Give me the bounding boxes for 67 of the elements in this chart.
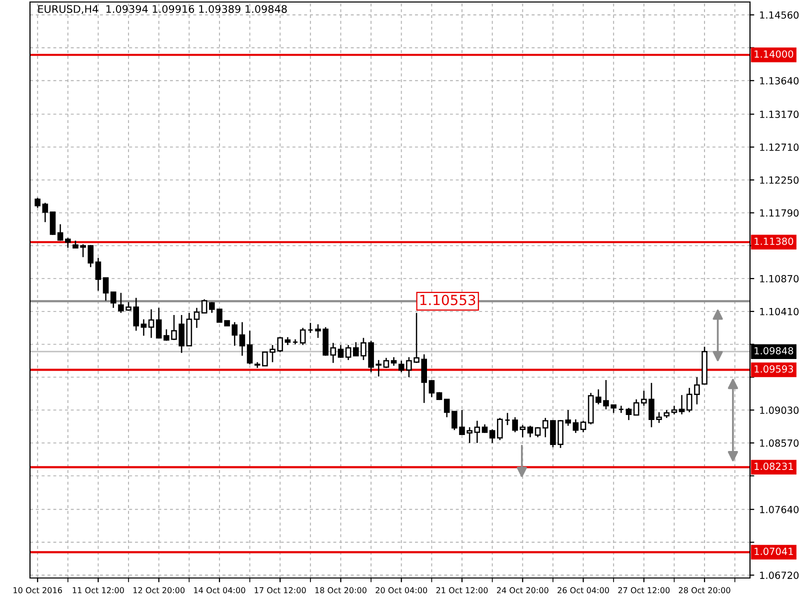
- candlestick: [580, 420, 586, 433]
- candlestick: [504, 412, 510, 426]
- x-tick-label: 24 Oct 20:00: [496, 587, 548, 594]
- candlestick: [345, 344, 352, 361]
- y-tick-label: 1.06720: [760, 572, 799, 579]
- x-tick-label: 20 Oct 04:00: [376, 587, 428, 594]
- ref-line-label: 1.07041: [754, 548, 793, 556]
- candlestick: [678, 394, 685, 415]
- y-tick-label: 1.10410: [760, 308, 799, 316]
- x-tick-label: 27 Oct 12:00: [618, 587, 670, 594]
- y-tick-label: 1.12710: [760, 144, 799, 151]
- candlestick: [102, 277, 109, 302]
- chart-title: EURUSD,H4 1.09394 1.09916 1.09389 1.09848: [38, 5, 287, 14]
- x-tick-label: 18 Oct 20:00: [315, 587, 366, 594]
- y-tick-label: 1.08570: [760, 439, 799, 447]
- candlestick: [156, 307, 162, 339]
- candlestick: [64, 237, 71, 248]
- candlestick: [42, 202, 48, 223]
- x-tick-label: 10 Oct 2016: [14, 587, 62, 594]
- candlestick: [572, 418, 579, 434]
- x-tick-label: 11 Oct 12:00: [72, 587, 124, 594]
- candlestick: [239, 322, 246, 356]
- candlestick: [633, 398, 640, 416]
- x-tick-label: 17 Oct 12:00: [254, 587, 306, 594]
- ref-line-label: 1.14000: [754, 50, 794, 58]
- ref-line-label: 1.09593: [754, 365, 794, 373]
- y-tick-label: 1.11790: [760, 209, 799, 217]
- candlestick: [534, 426, 541, 438]
- candlestick: [95, 257, 102, 292]
- candlestick: [618, 405, 624, 414]
- y-tick-label: 1.14560: [760, 11, 799, 19]
- ref-line-label: 1.09848: [754, 347, 794, 354]
- x-tick-label: 14 Oct 04:00: [194, 587, 246, 594]
- candlestick: [527, 425, 534, 438]
- ref-line-label: 1.08231: [754, 462, 793, 470]
- y-tick-label: 1.12250: [760, 176, 799, 184]
- candlestick: [57, 224, 64, 242]
- x-tick-label: 28 Oct 20:00: [678, 587, 730, 594]
- y-tick-label: 1.13640: [760, 77, 799, 84]
- candlestick: [148, 308, 154, 339]
- y-tick-label: 1.09030: [760, 406, 799, 414]
- candlestick: [308, 322, 314, 334]
- candlestick: [110, 292, 116, 308]
- candlestick: [34, 197, 40, 208]
- candlestick: [474, 420, 480, 444]
- candlestick: [194, 307, 200, 328]
- candlestick: [383, 357, 390, 369]
- y-tick-label: 1.10870: [760, 275, 799, 282]
- ref-line-label: 1.10553: [420, 294, 476, 306]
- candlestick: [626, 407, 632, 421]
- candlestick: [428, 379, 435, 398]
- ref-line-label: 1.11380: [754, 238, 794, 245]
- x-tick-label: 12 Oct 20:00: [133, 587, 185, 594]
- candlestick: [300, 327, 306, 346]
- candlestick: [338, 344, 344, 359]
- x-tick-label: 21 Oct 12:00: [436, 587, 488, 594]
- y-tick-label: 1.07640: [760, 506, 799, 514]
- candlestick: [50, 211, 56, 236]
- x-tick-label: 26 Oct 04:00: [558, 587, 609, 594]
- y-tick-label: 1.13170: [760, 110, 799, 118]
- candlestick: [201, 298, 208, 314]
- candlestick: [489, 428, 496, 444]
- candlestick: [444, 398, 450, 418]
- candlestick: [330, 342, 336, 364]
- candlestick: [496, 417, 503, 441]
- candlestick: [140, 318, 147, 336]
- candlestick: [246, 330, 253, 365]
